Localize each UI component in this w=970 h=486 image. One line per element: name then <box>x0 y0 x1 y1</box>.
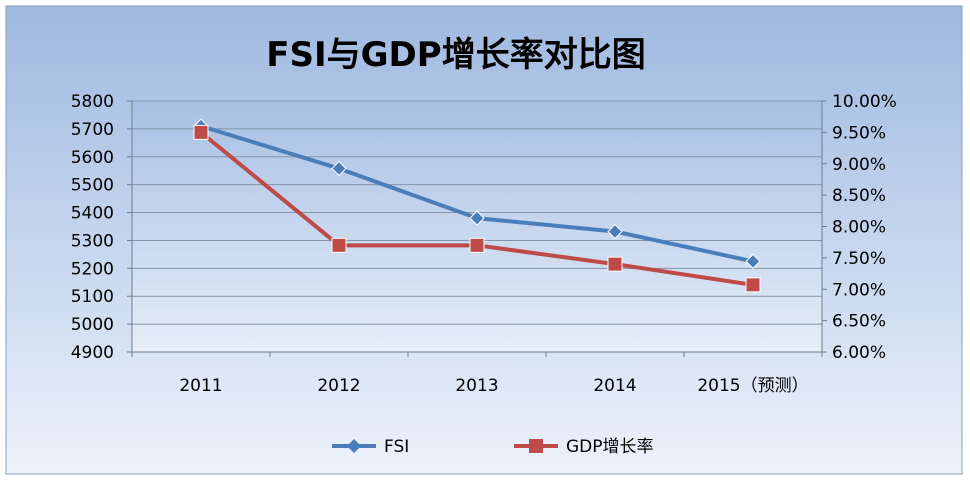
plot-background <box>132 101 822 352</box>
plot-area: 5800 5700 5600 5500 5400 5300 5200 5100 5000 4900… <box>71 92 897 396</box>
y-left-tick-label: 5400 <box>71 204 114 224</box>
data-point-fsi <box>745 253 761 270</box>
y-right-tick-label: 10.00% <box>832 92 897 112</box>
data-point-fsi <box>331 160 347 177</box>
y-left-tick-label: 5300 <box>71 231 114 251</box>
y-left-tick-label: 4900 <box>71 343 114 363</box>
data-point-gdp-growth <box>193 124 209 140</box>
x-tick-label: 2013 <box>455 376 498 396</box>
y-right-tick-label: 8.50% <box>832 186 886 206</box>
legend-marker-diamond <box>347 439 361 453</box>
legend-label: GDP增长率 <box>566 437 654 457</box>
data-point-gdp-growth <box>331 237 347 253</box>
legend-label: FSI <box>384 437 409 457</box>
x-tick-label: 2011 <box>179 376 222 396</box>
chart-title: FSI与GDP增长率对比图 <box>266 35 645 75</box>
data-point-fsi <box>469 210 485 226</box>
y-left-tick-label: 5000 <box>71 315 114 335</box>
data-point-gdp-growth <box>469 237 485 253</box>
legend-marker-square <box>529 439 543 453</box>
data-point-gdp-growth <box>745 277 761 293</box>
legend: FSI GDP增长率 <box>332 437 654 457</box>
y-left-tick-label: 5100 <box>71 287 114 307</box>
data-point-fsi <box>607 223 623 240</box>
y-left-tick-label: 5600 <box>71 148 114 168</box>
data-point-gdp-growth <box>607 256 623 272</box>
y-left-tick-label: 5200 <box>71 259 114 279</box>
x-tick-label: 2012 <box>317 376 360 396</box>
y-left-tick-label: 5700 <box>71 120 114 140</box>
y-left-tick-label: 5800 <box>71 92 114 112</box>
y-right-tick-label: 6.00% <box>832 343 886 363</box>
x-tick-label: 2015（预测） <box>697 376 808 396</box>
x-tick-label: 2014 <box>593 376 636 396</box>
y-right-tick-label: 6.50% <box>832 312 886 332</box>
y-right-tick-label: 7.50% <box>832 249 886 269</box>
y-right-tick-label: 7.00% <box>832 280 886 300</box>
y-right-tick-label: 9.50% <box>832 123 886 143</box>
y-right-tick-label: 8.00% <box>832 218 886 238</box>
y-left-tick-label: 5500 <box>71 176 114 196</box>
y-right-tick-label: 9.00% <box>832 155 886 175</box>
